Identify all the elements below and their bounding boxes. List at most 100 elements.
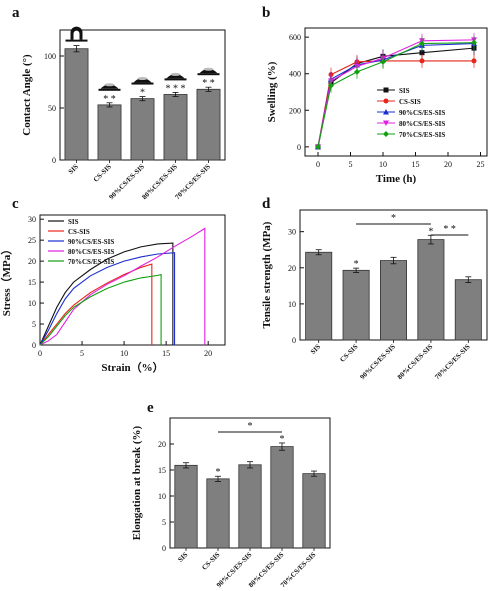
panel-e-y-tick-label: 15 xyxy=(158,466,166,475)
panel-b-data-point xyxy=(419,50,425,56)
panel-d-letter: d xyxy=(262,196,271,212)
panel-d-bracket-label: * xyxy=(391,213,396,224)
panel-b-data-point xyxy=(380,58,386,65)
panel-d-category-label: 90%CS/ES-SIS xyxy=(359,343,397,381)
panel-a-significance-mark: * xyxy=(140,88,145,99)
panel-a-y-tick-label: 100 xyxy=(44,52,56,61)
panel-e-y-tick-label: 5 xyxy=(162,518,166,527)
panel-b-x-tick-label: 15 xyxy=(412,160,420,169)
panel-e-significance-mark: * xyxy=(216,467,221,478)
panel-b-legend-label: CS-SIS xyxy=(399,98,421,106)
droplet-shape-icon xyxy=(131,77,154,85)
panel-b-data-point xyxy=(328,82,334,89)
panel-e-bracket-label: * xyxy=(248,421,253,432)
panel-c-x-tick-label: 20 xyxy=(204,349,212,358)
panel-c-x-tick-label: 5 xyxy=(80,349,84,358)
panel-c-series-curve xyxy=(39,227,206,346)
panel-e-significance-mark: * xyxy=(280,434,285,445)
panel-d-bar xyxy=(342,269,370,341)
panel-b-data-point xyxy=(471,58,477,64)
panel-e-y-tick-label: 20 xyxy=(158,440,166,449)
panel-c-y-tick-label: 20 xyxy=(28,257,36,266)
panel-c-series-curve xyxy=(39,263,153,346)
droplet-substrate xyxy=(164,78,187,81)
panel-b-y-tick-label: 0 xyxy=(297,143,301,152)
panel-a-y-tick-label: 50 xyxy=(48,104,56,113)
droplet-highlight xyxy=(73,30,80,40)
panel-d-y-tick-label: 10 xyxy=(288,300,296,309)
panel-b-legend-label: 80%CS/ES-SIS xyxy=(399,120,445,128)
panel-b-y-tick-label: 600 xyxy=(289,33,301,42)
panel-e-category-label: CS-SIS xyxy=(200,551,221,572)
panel-e-bar xyxy=(238,464,262,549)
panel-c-legend-label: SIS xyxy=(68,218,79,226)
panel-a-significance-mark: * * * xyxy=(166,83,186,94)
panel-d-bar xyxy=(454,279,482,341)
panel-a-bar xyxy=(97,104,122,161)
panel-c-y-tick-label: 15 xyxy=(28,278,36,287)
droplet-shape-icon xyxy=(65,26,88,42)
panel-b-series-line xyxy=(317,42,475,147)
panel-b-y-axis-label: Swelling (%) xyxy=(266,61,278,122)
panel-b-y-tick-label: 200 xyxy=(289,106,301,115)
panel-b-x-tick-label: 5 xyxy=(349,160,353,169)
panel-c-series-curve xyxy=(39,252,176,346)
panel-d-category-label: CS-SIS xyxy=(338,343,359,364)
panel-a-category-label: CS-SIS xyxy=(92,163,113,184)
droplet-substrate xyxy=(65,39,88,42)
panel-a-letter: a xyxy=(12,5,20,21)
droplet-highlight xyxy=(104,83,115,87)
panel-e-bar xyxy=(174,464,198,549)
panel-e-elongation-chart: e 0 5 10 15 20 Elongation at break (%) SIS CS-SI… xyxy=(131,400,331,589)
panel-b-plot-frame xyxy=(304,27,488,157)
droplet-substrate xyxy=(131,82,154,85)
droplet-substrate xyxy=(98,88,121,91)
panel-c-plot-frame xyxy=(39,214,226,346)
panel-e-bar xyxy=(302,473,326,549)
panel-c-x-tick-label: 15 xyxy=(162,349,170,358)
panel-a-bar xyxy=(196,88,221,161)
droplet-highlight xyxy=(203,67,214,71)
panel-b-x-axis-label: Time (h) xyxy=(376,173,417,185)
panel-d-category-label: 70%CS/ES-SIS xyxy=(433,343,471,381)
panel-d-bracket-label: * * xyxy=(443,224,456,235)
panel-a-significance-mark: * * xyxy=(103,94,116,105)
panel-e-y-tick-label: 0 xyxy=(162,544,166,553)
panel-b-series-line xyxy=(317,39,475,147)
panel-c-stress-strain-chart: c 0 5 10 15 20 25 30 Stress（MPa） 0 5 10 15 20 Strain（%… xyxy=(0,196,226,374)
panel-c-x-tick-label: 0 xyxy=(38,349,42,358)
panel-d-bar xyxy=(417,239,445,341)
panel-b-legend-label: SIS xyxy=(399,87,410,95)
panel-e-bar xyxy=(206,478,230,549)
panel-b-x-tick-label: 20 xyxy=(444,160,452,169)
panel-c-letter: c xyxy=(12,196,19,212)
panel-a-significance-mark: * * xyxy=(202,78,215,89)
panel-a-category-label: 70%CS/ES-SIS xyxy=(174,163,212,201)
panel-d-y-tick-label: 20 xyxy=(288,264,296,273)
panel-a-bar xyxy=(130,98,155,161)
panel-d-y-tick-label: 30 xyxy=(288,228,296,237)
panel-e-y-tick-label: 10 xyxy=(158,492,166,501)
panel-b-legend-label: 90%CS/ES-SIS xyxy=(399,109,445,117)
panel-c-series-curve xyxy=(39,242,174,346)
panel-c-y-tick-label: 25 xyxy=(28,236,36,245)
panel-c-y-axis-label: Stress（MPa） xyxy=(0,244,13,317)
droplet-shape-icon xyxy=(98,83,121,91)
droplet-substrate xyxy=(197,73,220,76)
panel-b-legend-label: 70%CS/ES-SIS xyxy=(399,131,445,139)
panel-d-bar xyxy=(380,260,407,341)
panel-c-legend-label: CS-SIS xyxy=(68,228,90,236)
panel-c-y-tick-label: 5 xyxy=(32,320,36,329)
droplet-highlight xyxy=(137,77,148,81)
panel-d-y-tick-label: 0 xyxy=(292,336,296,345)
panel-c-legend-label: 90%CS/ES-SIS xyxy=(68,238,114,246)
panel-d-category-label: 80%CS/ES-SIS xyxy=(396,343,434,381)
panel-b-swelling-chart: b 0 200 400 600 Swelling (%) 0 5 10 15 20 25 Time (h… xyxy=(262,5,488,185)
panel-c-x-axis-label: Strain（%） xyxy=(101,361,163,374)
panel-b-series-line xyxy=(317,47,475,147)
panel-d-y-axis-label: Tensile strength (MPa) xyxy=(261,221,273,328)
panel-c-y-tick-label: 30 xyxy=(28,215,36,224)
panel-a-y-tick-label: 0 xyxy=(52,156,56,165)
panel-e-y-axis-label: Elongation at break (%) xyxy=(131,425,143,540)
panel-c-y-tick-label: 0 xyxy=(32,341,36,350)
